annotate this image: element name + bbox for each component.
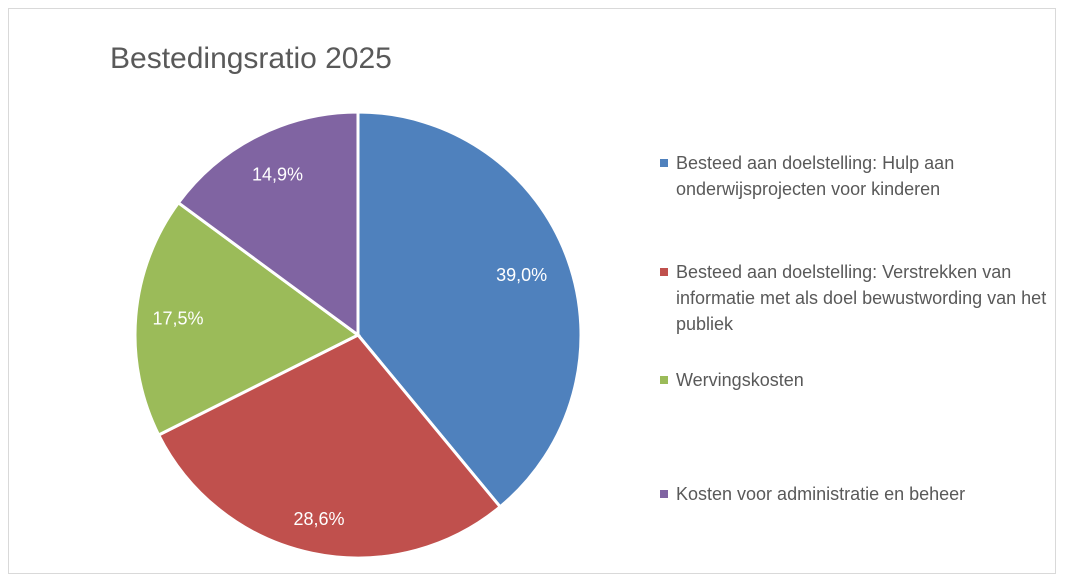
pie-slice (176, 110, 360, 338)
legend-swatch (660, 490, 668, 498)
legend-item: Besteed aan doelstelling: Verstrekken va… (660, 259, 1055, 337)
data-label: 28,6% (293, 509, 344, 529)
pie-slice (356, 110, 583, 509)
legend-label: Wervingskosten (676, 370, 804, 390)
pie-slice (133, 200, 361, 438)
data-label: 39,0% (496, 265, 547, 285)
data-label: 14,9% (252, 165, 303, 185)
data-label: 17,5% (152, 308, 203, 328)
legend-item: Wervingskosten (660, 367, 1055, 393)
legend-label: Besteed aan doelstelling: Verstrekken va… (676, 262, 1047, 334)
chart-title: Bestedingsratio 2025 (110, 42, 392, 75)
legend-label: Besteed aan doelstelling: Hulp aan onder… (676, 153, 955, 199)
legend-swatch (660, 376, 668, 384)
legend-swatch (660, 159, 668, 167)
legend-item: Besteed aan doelstelling: Hulp aan onder… (660, 150, 1055, 202)
legend-swatch (660, 268, 668, 276)
legend-item: Kosten voor administratie en beheer (660, 481, 1055, 507)
chart-border (8, 8, 1056, 574)
pie-slice (156, 333, 503, 560)
legend-label: Kosten voor administratie en beheer (676, 484, 966, 504)
